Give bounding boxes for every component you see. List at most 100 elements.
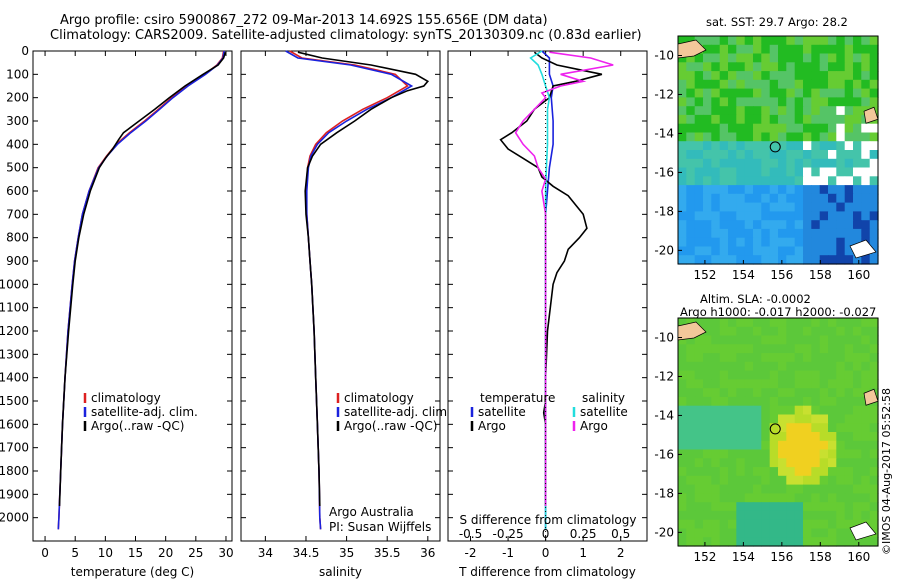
sst_map-cell xyxy=(869,141,879,151)
sst_map-cell xyxy=(844,220,854,230)
sst_map-cell xyxy=(861,150,871,160)
sla_map-cell xyxy=(786,414,796,424)
sst_map-cell xyxy=(819,228,829,239)
sst_map-cell xyxy=(794,114,804,125)
sla_map-cell xyxy=(678,528,687,538)
sla_map-cell xyxy=(853,335,862,345)
sst_map-cell xyxy=(794,36,804,46)
sst_map-cell xyxy=(694,202,704,212)
sla_map-cell xyxy=(753,423,762,433)
sla_map-cell xyxy=(778,361,787,372)
sla_map-cell xyxy=(753,396,762,407)
sst_map-cell xyxy=(794,202,804,212)
sla_map-cell xyxy=(844,432,854,442)
sla_map-cell xyxy=(828,344,837,354)
sst_map-cell xyxy=(703,185,712,195)
sla_map-cell xyxy=(728,510,737,521)
sst_map-cell xyxy=(761,123,771,134)
sla_map-cell xyxy=(819,388,829,398)
sla_map-cell xyxy=(744,467,754,477)
sla_map-cell xyxy=(719,405,729,416)
sla_map-cell xyxy=(719,519,729,530)
sla_map-cell xyxy=(744,326,754,337)
temperature-xlabel: temperature (deg C) xyxy=(71,565,194,579)
sla_map-cell xyxy=(769,344,779,354)
sst_map-cell xyxy=(869,62,879,72)
salinity-xtick-label: 36 xyxy=(420,546,435,560)
sst_map-cell xyxy=(853,141,862,151)
sst_map-cell xyxy=(686,106,696,116)
sst_map-cell xyxy=(686,53,696,63)
sla_map-cell xyxy=(869,467,879,477)
sst_map-cell xyxy=(778,185,787,195)
sst_map-cell xyxy=(869,211,879,221)
temperature-xtick-label: 20 xyxy=(158,546,173,560)
sla_map-cell xyxy=(703,396,712,407)
sla_map-cell xyxy=(786,484,796,494)
sst_map-cell xyxy=(794,237,804,248)
sst_map-cell xyxy=(853,193,862,204)
sst_map-cell xyxy=(844,53,854,63)
sst_map-cell xyxy=(844,71,854,81)
sst_map-cell xyxy=(769,176,779,186)
sst_map-cell xyxy=(836,158,846,169)
sst_map-cell xyxy=(803,88,812,98)
sst_map-cell xyxy=(719,79,729,90)
sla_map-cell xyxy=(819,519,829,530)
sla_map-ytick-label: -18 xyxy=(654,486,674,500)
sla_map-cell xyxy=(703,502,712,512)
diff-t-legend-label: satellite xyxy=(478,405,526,419)
sst_map-cell xyxy=(711,88,721,98)
sla_map-cell xyxy=(828,388,837,398)
sla_map-cell xyxy=(761,326,771,337)
sst_map-cell xyxy=(769,79,779,90)
sst_map-cell xyxy=(836,132,846,142)
sst_map-cell xyxy=(803,228,812,239)
sst_map-cell xyxy=(703,62,712,72)
sst_map-cell xyxy=(686,237,696,248)
sst_map-cell xyxy=(819,158,829,169)
sla_map-cell xyxy=(711,449,721,459)
sla_map-cell xyxy=(778,353,787,363)
sla_map-cell xyxy=(836,344,846,354)
sst_map-cell xyxy=(686,211,696,221)
sst_map-cell xyxy=(869,255,879,265)
sst_map-cell xyxy=(769,255,779,265)
sst_map-cell xyxy=(694,237,704,248)
sla_map-cell xyxy=(678,318,687,328)
sst_map-cell xyxy=(803,106,812,116)
sst_map-cell xyxy=(828,255,837,265)
sst_map-cell xyxy=(728,114,737,125)
sst_map-cell xyxy=(694,246,704,256)
sla_map-cell xyxy=(853,414,862,424)
sst_map-cell xyxy=(728,123,737,134)
sst_map-cell xyxy=(761,255,771,265)
sla_map-cell xyxy=(803,396,812,407)
sst_map-cell xyxy=(803,79,812,90)
sal-annotation-line1: Argo Australia xyxy=(329,505,414,519)
sst_map-cell xyxy=(794,97,804,107)
sst_map-cell xyxy=(686,123,696,134)
sst_map-cell xyxy=(744,246,754,256)
sla_map-cell xyxy=(694,493,704,503)
sst_map-cell xyxy=(794,176,804,186)
sst_map-cell xyxy=(761,106,771,116)
sla_map-cell xyxy=(844,423,854,433)
sst_map-cell xyxy=(744,44,754,55)
sla_map-cell xyxy=(686,502,696,512)
sst_map-cell xyxy=(828,97,837,107)
sla_map-cell xyxy=(761,484,771,494)
sst_map-cell xyxy=(703,193,712,204)
diff-s-legend-head: salinity xyxy=(582,391,625,405)
sal-legend-label: climatology xyxy=(344,391,414,405)
sst_map-cell xyxy=(794,246,804,256)
sla_map-cell xyxy=(761,475,771,486)
sst_map-cell xyxy=(711,255,721,265)
sla_map-cell xyxy=(711,370,721,380)
sla_map-cell xyxy=(769,405,779,416)
sst_map-cell xyxy=(686,255,696,265)
sla_map-cell xyxy=(861,318,871,328)
sla_map-cell xyxy=(744,519,754,530)
sst_map-cell xyxy=(861,62,871,72)
sst_map-cell xyxy=(853,237,862,248)
